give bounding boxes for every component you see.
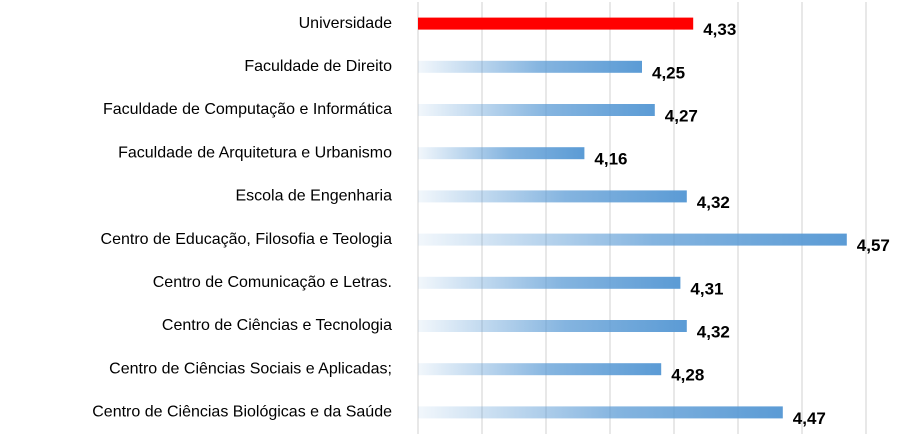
value-label: 4,28	[671, 366, 704, 385]
bar	[418, 276, 681, 289]
bar	[418, 363, 662, 376]
bar	[418, 17, 694, 30]
category-label: Faculdade de Computação e Informática	[103, 101, 392, 118]
category-label: Centro de Ciências e Tecnologia	[162, 317, 392, 334]
bar	[418, 320, 687, 332]
value-label: 4,32	[697, 322, 730, 341]
bar	[418, 104, 655, 116]
category-label: Centro de Ciências Sociais e Aplicadas;	[109, 360, 392, 377]
value-label: 4,27	[665, 106, 698, 125]
value-label: 4,57	[857, 236, 890, 255]
bar	[418, 406, 783, 419]
category-label: Centro de Comunicação e Letras.	[153, 274, 392, 291]
value-label: 4,47	[793, 409, 826, 428]
bar	[418, 60, 642, 73]
value-label: 4,33	[703, 20, 736, 39]
category-label: Escola de Engenharia	[235, 188, 392, 205]
bar	[418, 147, 585, 160]
category-label: Faculdade de Direito	[244, 58, 392, 75]
value-label: 4,16	[594, 150, 627, 169]
category-label: Centro de Educação, Filosofia e Teologia	[101, 231, 393, 248]
category-label: Universidade	[299, 15, 392, 32]
bar	[418, 190, 687, 203]
value-label: 4,25	[652, 63, 685, 82]
value-label: 4,32	[697, 193, 730, 212]
category-label: Centro de Ciências Biológicas e da Saúde	[92, 404, 392, 421]
category-label: Faculdade de Arquitetura e Urbanismo	[118, 144, 392, 161]
bar	[418, 233, 847, 246]
value-label: 4,31	[690, 279, 723, 298]
